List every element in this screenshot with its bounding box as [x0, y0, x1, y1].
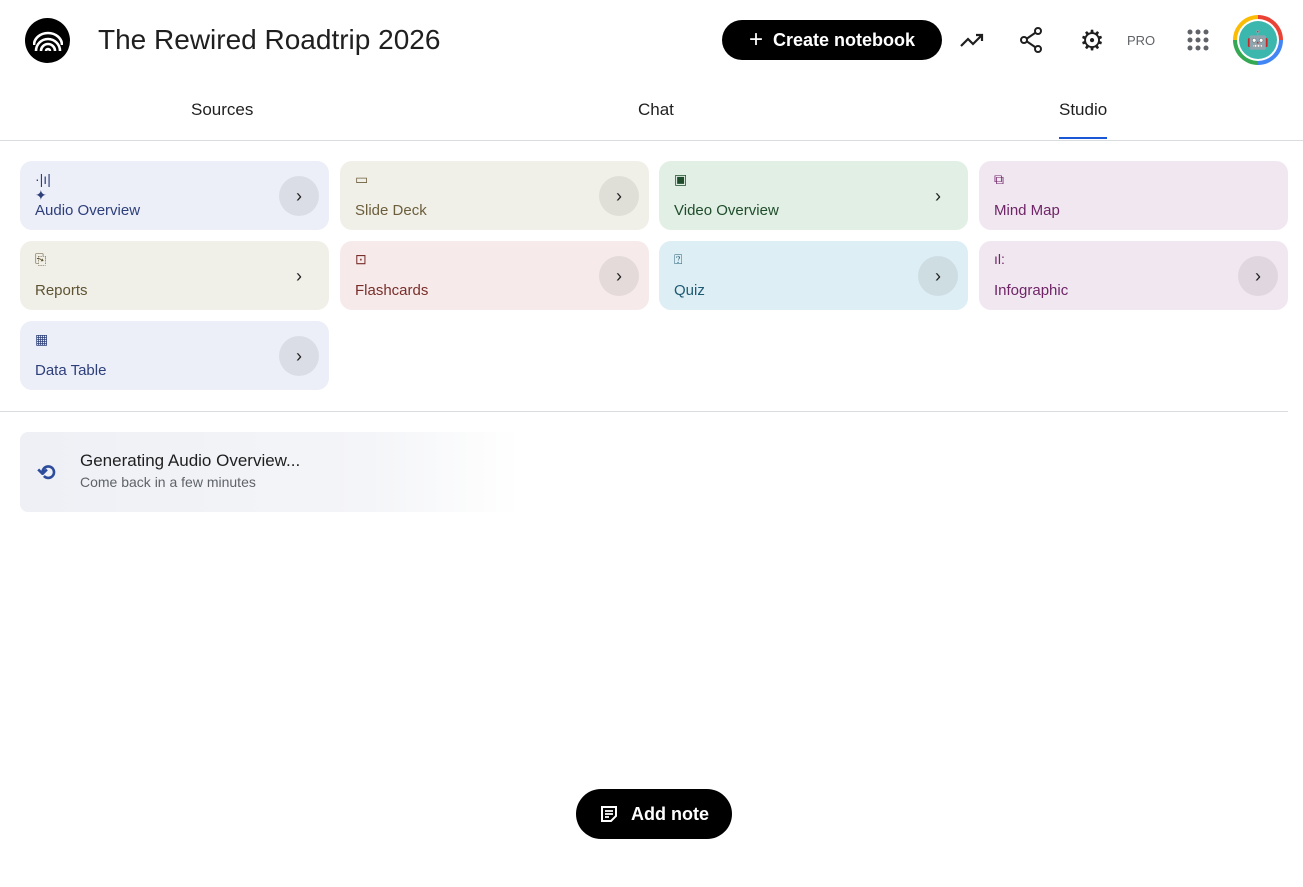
chevron-right-icon[interactable]: ›: [599, 176, 639, 216]
user-avatar[interactable]: 🤖: [1233, 15, 1283, 65]
robot-avatar-image: 🤖: [1239, 21, 1277, 59]
generating-status-card: ⟲ Generating Audio Overview... Come back…: [20, 432, 520, 512]
studio-card-audio-overview[interactable]: ·|ı|✦ Audio Overview ›: [20, 161, 329, 230]
chevron-right-icon[interactable]: ›: [279, 176, 319, 216]
infographic-icon: ıl:: [994, 251, 1005, 267]
notebook-title[interactable]: The Rewired Roadtrip 2026: [98, 24, 441, 55]
generating-title: Generating Audio Overview...: [80, 451, 301, 470]
card-label: Flashcards: [355, 282, 429, 299]
audio-waveform-sparkle-icon: ·|ı|✦: [35, 171, 51, 203]
card-label: Mind Map: [994, 202, 1060, 219]
card-label: Data Table: [35, 362, 107, 379]
tab-studio[interactable]: Studio: [1059, 100, 1108, 139]
studio-card-infographic[interactable]: ıl: Infographic ›: [979, 241, 1288, 310]
card-label: Reports: [35, 282, 88, 299]
chevron-right-icon[interactable]: ›: [599, 256, 639, 296]
note-icon: [601, 806, 617, 822]
generating-subtitle: Come back in a few minutes: [80, 474, 256, 490]
studio-card-data-table[interactable]: ▦ Data Table ›: [20, 321, 329, 390]
chevron-right-icon[interactable]: ›: [1238, 256, 1278, 296]
quiz-icon: ⍰: [674, 251, 683, 267]
card-label: Audio Overview: [35, 202, 141, 219]
tab-chat[interactable]: Chat: [638, 100, 674, 119]
data-table-icon: ▦: [35, 331, 49, 347]
slides-icon: ▭: [355, 171, 369, 187]
add-note-label: Add note: [631, 803, 709, 824]
studio-card-flashcards[interactable]: ⊡ Flashcards ›: [340, 241, 649, 310]
analytics-icon[interactable]: [957, 25, 987, 55]
sync-icon: ⟲: [37, 460, 56, 485]
studio-card-reports[interactable]: ⎘ Reports ›: [20, 241, 329, 310]
logo-icon: [32, 31, 63, 51]
plus-icon: +: [748, 26, 763, 53]
chevron-right-icon[interactable]: ›: [918, 256, 958, 296]
card-label: Slide Deck: [355, 202, 427, 219]
settings-gear-icon[interactable]: ⚙: [1079, 24, 1105, 56]
add-note-button[interactable]: Add note: [576, 789, 732, 839]
card-label: Infographic: [994, 282, 1069, 299]
chevron-right-icon[interactable]: ›: [296, 265, 302, 286]
tab-sources[interactable]: Sources: [191, 100, 254, 119]
card-label: Quiz: [674, 282, 705, 299]
app-logo[interactable]: [25, 18, 70, 63]
mind-map-icon: ⧉: [994, 171, 1004, 187]
studio-card-slide-deck[interactable]: ▭ Slide Deck ›: [340, 161, 649, 230]
divider: [0, 411, 1288, 412]
pro-badge: PRO: [1127, 33, 1156, 48]
create-notebook-button[interactable]: + Create notebook: [722, 20, 942, 60]
chevron-right-icon[interactable]: ›: [279, 336, 319, 376]
studio-card-video-overview[interactable]: ▣ Video Overview ›: [659, 161, 968, 230]
studio-card-mind-map[interactable]: ⧉ Mind Map: [979, 161, 1288, 230]
apps-grid-icon[interactable]: [1183, 25, 1213, 55]
studio-card-quiz[interactable]: ⍰ Quiz ›: [659, 241, 968, 310]
create-notebook-label: Create notebook: [772, 29, 916, 50]
tab-bar: Sources Chat Studio: [0, 80, 1303, 141]
share-icon[interactable]: [1016, 25, 1046, 55]
card-label: Video Overview: [674, 202, 779, 219]
flashcards-icon: ⊡: [355, 251, 367, 267]
reports-icon: ⎘: [35, 251, 47, 267]
video-icon: ▣: [674, 171, 688, 187]
chevron-right-icon[interactable]: ›: [935, 185, 941, 206]
